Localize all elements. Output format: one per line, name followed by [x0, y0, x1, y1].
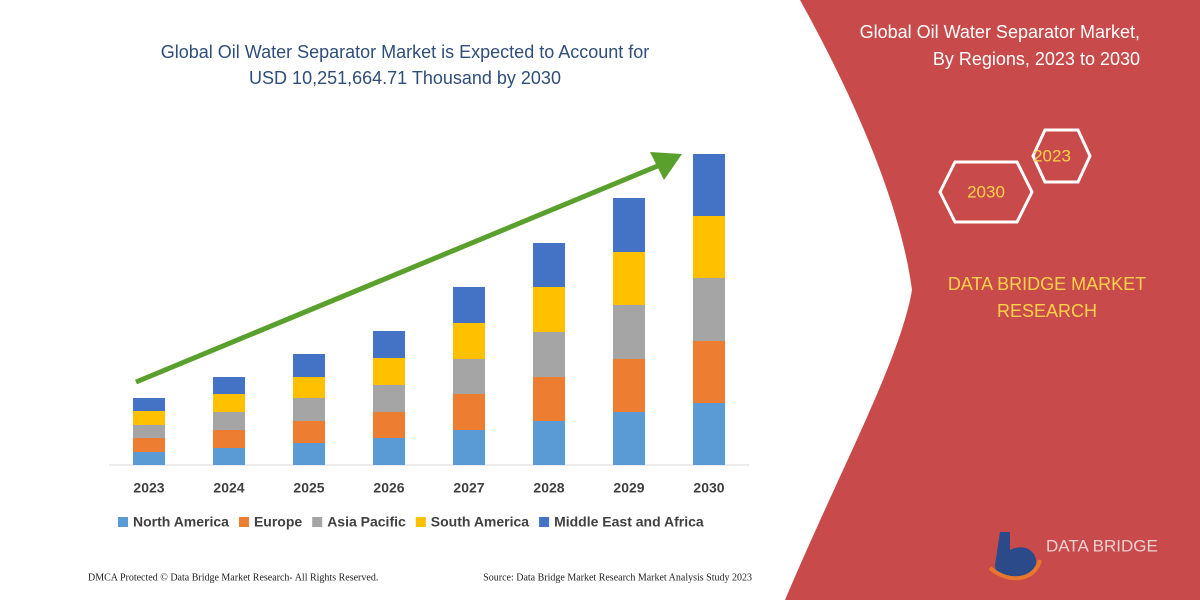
bar-segment	[453, 287, 485, 323]
brand-text: DATA BRIDGE MARKET	[948, 274, 1146, 294]
bar-segment	[133, 425, 165, 438]
panel-title: Global Oil Water Separator Market,	[860, 22, 1140, 42]
bar-segment	[533, 287, 565, 332]
bar-segment	[213, 430, 245, 448]
legend-swatch	[312, 517, 323, 527]
x-tick-label: 2027	[453, 480, 484, 496]
bar-segment	[373, 331, 405, 358]
bar-segment	[533, 421, 565, 465]
bar-segment	[133, 452, 165, 465]
footer-right: Source: Data Bridge Market Research Mark…	[483, 572, 752, 583]
bar-segment	[293, 443, 325, 465]
bar-segment	[613, 412, 645, 465]
x-tick-label: 2030	[693, 480, 724, 496]
logo-swoosh	[988, 559, 1042, 581]
bar-segment	[693, 403, 725, 465]
bar-segment	[613, 359, 645, 412]
bar-segment	[213, 394, 245, 412]
logo-text: DATA BRIDGE	[1046, 536, 1158, 555]
bar-segment	[293, 354, 325, 377]
bar-segment	[133, 398, 165, 411]
bar-segment	[693, 278, 725, 341]
bar-segment	[133, 411, 165, 425]
x-tick-label: 2029	[613, 480, 644, 496]
legend-swatch	[415, 517, 426, 527]
legend-label: Europe	[254, 514, 302, 530]
x-tick-label: 2025	[293, 480, 324, 496]
bar-segment	[373, 358, 405, 385]
legend-label: North America	[133, 514, 229, 530]
bar-segment	[533, 243, 565, 287]
hexagon	[938, 160, 1034, 224]
bar-segment	[453, 323, 485, 359]
bar-segment	[613, 198, 645, 252]
brand-text: RESEARCH	[997, 301, 1097, 321]
arrow-head	[650, 152, 682, 180]
legend-swatch	[118, 517, 128, 527]
bar-segment	[453, 430, 485, 465]
bar-segment	[533, 332, 565, 377]
hexagon-label: 2023	[1033, 146, 1071, 165]
x-tick-label: 2024	[213, 480, 244, 496]
bar-segment	[133, 438, 165, 452]
bar-segment	[293, 377, 325, 398]
footer-left: DMCA Protected © Data Bridge Market Rese…	[88, 572, 378, 583]
bar-segment	[373, 385, 405, 412]
trend-arrow	[135, 162, 661, 385]
bar-segment	[693, 154, 725, 216]
bar-segment	[293, 421, 325, 443]
bar-segment	[373, 438, 405, 465]
bar-segment	[213, 448, 245, 465]
legend-label: Middle East and Africa	[554, 514, 704, 530]
bar-segment	[693, 341, 725, 403]
bar-segment	[613, 305, 645, 359]
bar-segment	[293, 398, 325, 421]
logo-icon	[995, 532, 1037, 580]
hexagon	[1031, 128, 1092, 184]
legend-label: South America	[431, 514, 529, 530]
panel-title: By Regions, 2023 to 2030	[933, 49, 1140, 69]
bar-segment	[453, 359, 485, 394]
legend-swatch	[539, 517, 550, 527]
legend-swatch	[238, 517, 249, 527]
bar-segment	[613, 252, 645, 305]
bar-segment	[373, 412, 405, 438]
chart-title: USD 10,251,664.71 Thousand by 2030	[249, 68, 561, 88]
bar-segment	[213, 377, 245, 394]
x-tick-label: 2026	[373, 480, 404, 496]
bar-segment	[533, 377, 565, 421]
hexagon-label: 2030	[967, 182, 1005, 201]
bar-segment	[453, 394, 485, 430]
bar-segment	[213, 412, 245, 430]
x-tick-label: 2023	[133, 480, 164, 496]
x-tick-label: 2028	[533, 480, 564, 496]
bar-segment	[693, 216, 725, 278]
chart-title: Global Oil Water Separator Market is Exp…	[161, 42, 650, 62]
red-panel	[785, 0, 1200, 600]
legend-label: Asia Pacific	[327, 514, 406, 530]
